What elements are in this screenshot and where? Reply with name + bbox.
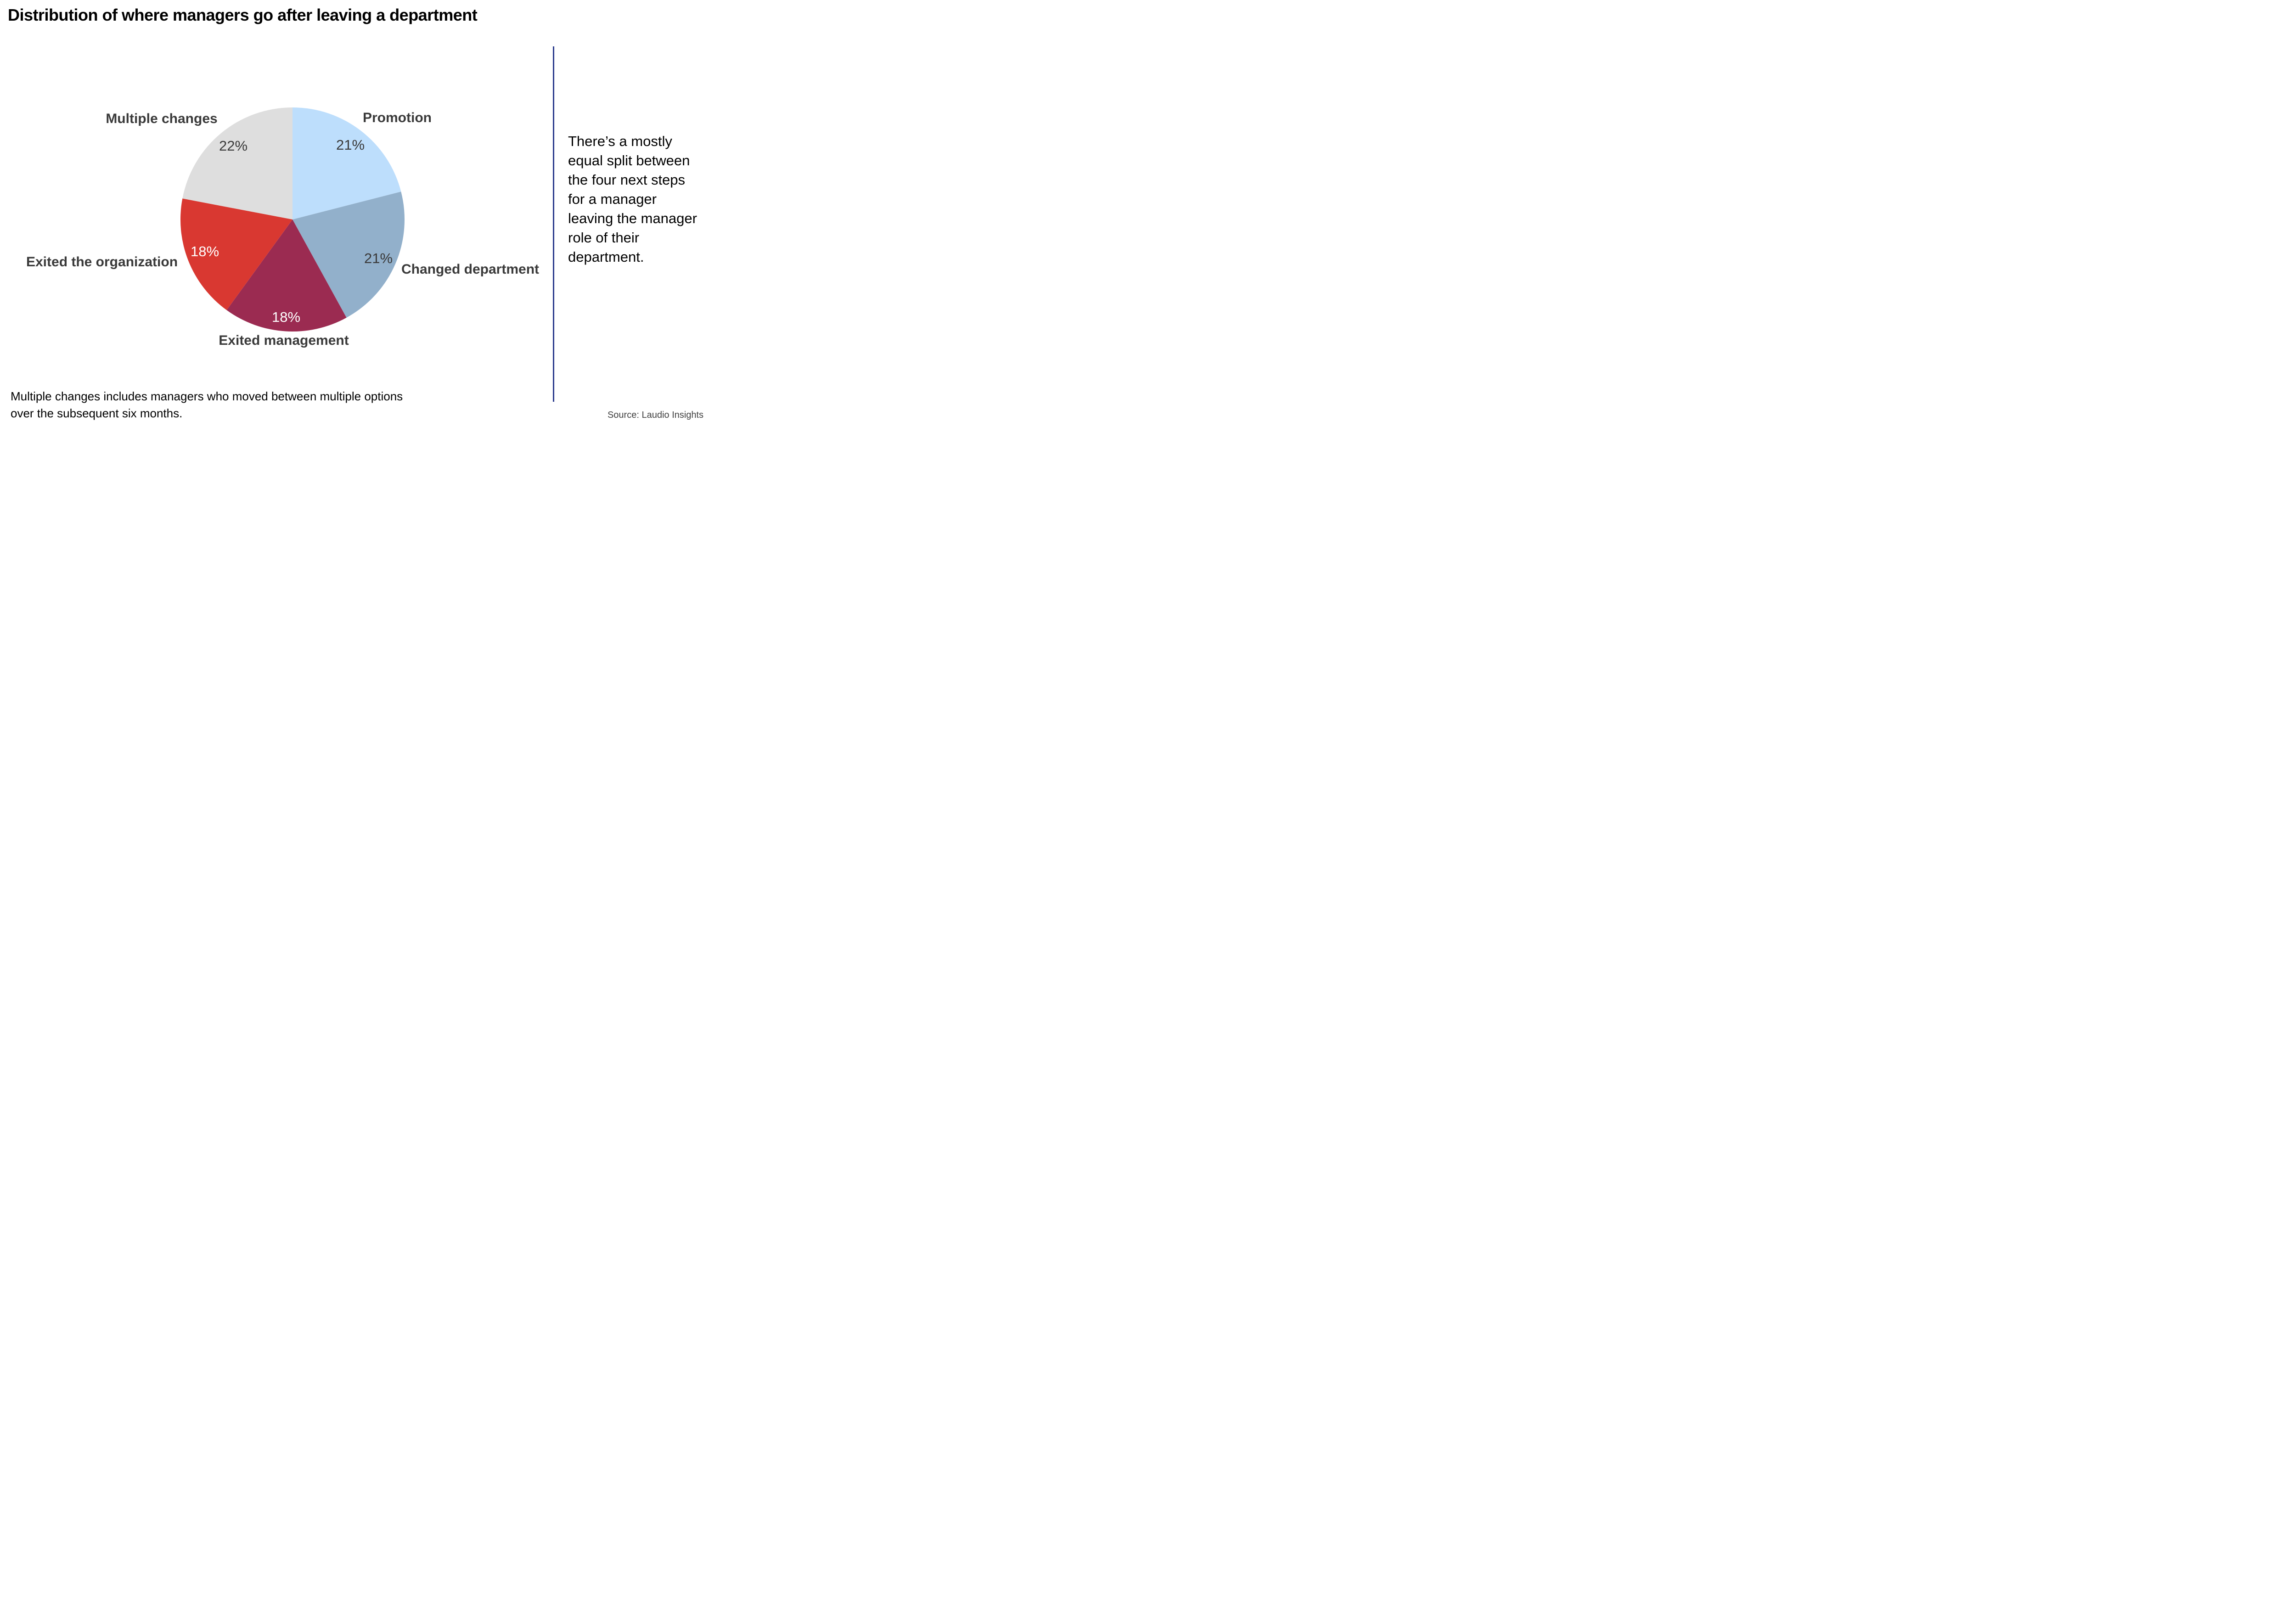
pie-slice-exited-the-organization <box>180 198 293 310</box>
pie-slice-exited-management <box>226 219 347 332</box>
slice-label-changed-department: Changed department <box>401 262 540 277</box>
slice-label-multiple-changes: Multiple changes <box>106 111 218 126</box>
pie-slice-changed-department <box>293 191 405 318</box>
slice-value-exited-management: 18% <box>271 309 301 325</box>
slice-value-changed-department: 21% <box>364 250 393 266</box>
slice-label-promotion: Promotion <box>363 110 432 125</box>
divider-line <box>553 46 554 402</box>
slice-value-multiple-changes: 22% <box>219 138 248 154</box>
pie-chart <box>180 107 405 332</box>
slice-value-promotion: 21% <box>336 137 365 153</box>
chart-title: Distribution of where managers go after … <box>8 6 478 24</box>
slide: Distribution of where managers go after … <box>0 0 720 425</box>
source-text: Source: Laudio Insights <box>607 410 703 420</box>
footnote-text: Multiple changes includes managers who m… <box>11 389 403 420</box>
insight-text: There’s a mostly equal split between the… <box>568 133 697 265</box>
slice-value-exited-the-organization: 18% <box>190 243 219 259</box>
slice-label-exited-management: Exited management <box>219 333 349 348</box>
pie-slice-promotion <box>293 107 401 219</box>
slice-label-exited-the-organization: Exited the organization <box>26 254 178 270</box>
pie-slice-multiple-changes <box>182 107 293 219</box>
